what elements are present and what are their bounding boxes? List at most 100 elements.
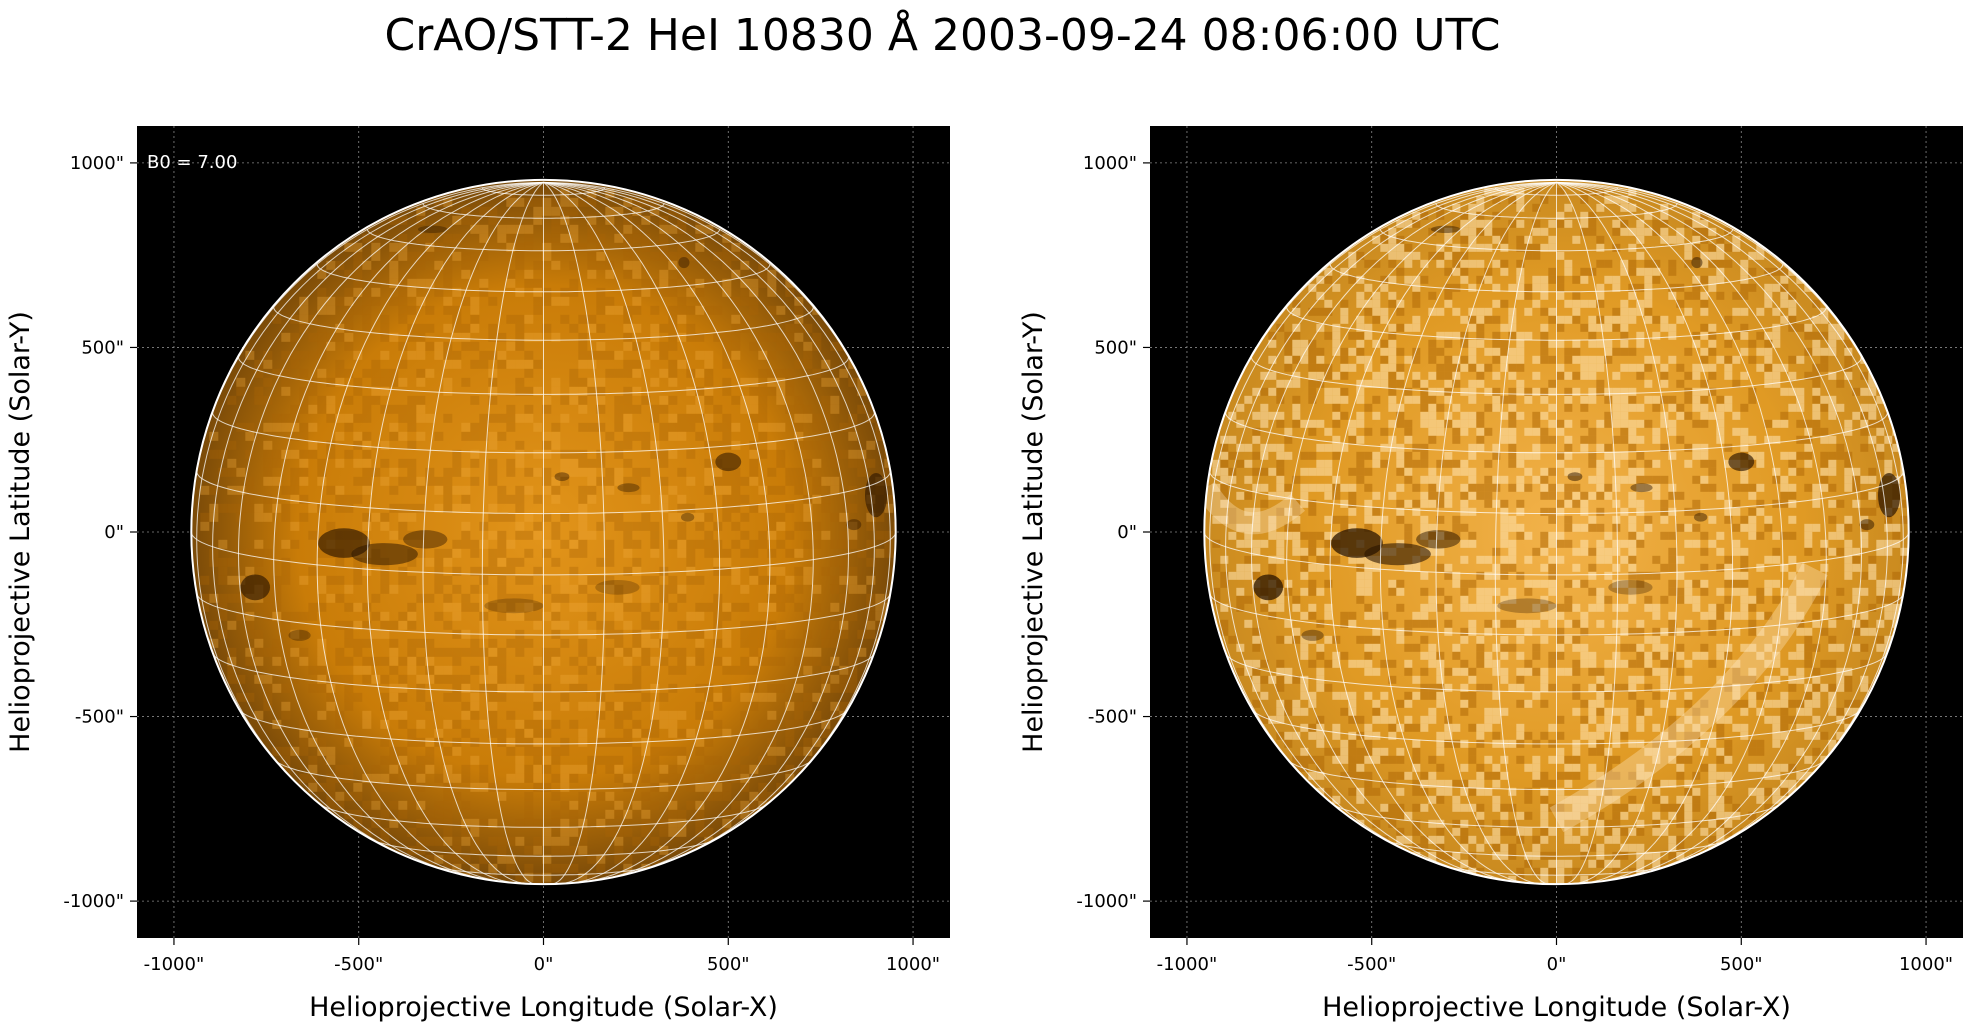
meridian-line (1435, 181, 1557, 885)
heliographic-grid (190, 181, 897, 885)
y-tick-label: -1000" (1076, 891, 1137, 912)
meridian-line (366, 181, 544, 884)
dark-feature (865, 472, 888, 518)
parallel-line (1494, 187, 1619, 196)
dark-feature (1608, 579, 1653, 595)
y-tick-label: 0" (1117, 522, 1137, 543)
dark-feature (678, 257, 690, 269)
dark-feature (1430, 225, 1461, 234)
meridian-line (543, 182, 606, 885)
meridian-line (1556, 181, 1784, 883)
parallel-line (239, 710, 848, 745)
parallel-line (1286, 307, 1827, 341)
dark-feature (417, 225, 448, 234)
x-tick-label: -1000" (144, 954, 205, 975)
dark-feature (595, 579, 640, 595)
solar-limb (190, 178, 897, 886)
parallel-line (190, 531, 897, 576)
x-tick-label: 0" (1547, 954, 1567, 975)
dark-feature (1878, 472, 1901, 518)
dark-feature (1567, 472, 1583, 482)
x-tick-label: 1000" (1899, 954, 1953, 975)
parallel-line (430, 865, 657, 876)
dark-feature (554, 472, 570, 482)
dark-feature (1416, 530, 1461, 549)
left-solar-image-panel: B0 = 7.00 (137, 126, 950, 938)
y-axis-label: Helioprojective Latitude (Solar-Y) (5, 311, 36, 753)
parallel-line (1287, 759, 1826, 791)
right-solar-disk (1150, 126, 1963, 938)
x-tick-label: -500" (1347, 954, 1396, 975)
heliographic-grid (1203, 181, 1910, 885)
meridian-line (1556, 182, 1619, 885)
parallel-line (1251, 357, 1862, 395)
dark-feature (617, 483, 640, 493)
meridian-line (1379, 181, 1557, 884)
figure-title: CrAO/STT-2 HeI 10830 Å 2003-09-24 08:06:… (384, 10, 1501, 61)
x-tick-label: 500" (707, 954, 750, 975)
y-tick-label: 500" (1094, 337, 1137, 358)
parallel-line (320, 804, 767, 828)
parallel-line (1385, 839, 1728, 857)
meridian-line (1556, 181, 1734, 884)
dark-feature (1301, 629, 1324, 641)
y-tick-label: 500" (81, 337, 124, 358)
dark-feature (484, 598, 544, 614)
solar-limb (1203, 178, 1910, 886)
meridian-line (1494, 182, 1557, 885)
parallel-line (481, 187, 606, 196)
b0-annotation: B0 = 7.00 (147, 152, 238, 173)
left-solar-disk (137, 126, 950, 938)
dark-feature (715, 452, 742, 472)
meridian-line (481, 182, 544, 885)
y-tick-label: -1000" (63, 891, 124, 912)
meridian-line (422, 181, 544, 885)
dark-feature (1253, 574, 1284, 601)
parallel-line (1203, 531, 1910, 576)
x-tick-label: -500" (334, 954, 383, 975)
parallel-line (274, 759, 813, 791)
x-tick-label: -1000" (1157, 954, 1218, 975)
meridian-line (1556, 181, 1863, 877)
x-axis-label: Helioprojective Longitude (Solar-X) (309, 992, 778, 1023)
dark-feature (288, 629, 311, 641)
parallel-line (1443, 865, 1670, 876)
parallel-line (212, 654, 875, 693)
meridian-line (543, 181, 721, 884)
meridian-line (543, 181, 665, 885)
parallel-line (1252, 710, 1861, 745)
right-solar-image-panel (1150, 126, 1963, 938)
parallel-line (238, 357, 849, 395)
parallel-line (273, 307, 814, 341)
meridian-line (316, 181, 544, 883)
dark-feature (1728, 452, 1755, 472)
dark-feature (240, 574, 271, 601)
parallel-line (316, 264, 771, 293)
meridian-line (1250, 181, 1557, 877)
meridian-line (237, 181, 544, 877)
x-tick-label: 1000" (886, 954, 940, 975)
dark-feature (403, 530, 448, 549)
parallel-line (1209, 594, 1904, 636)
parallel-line (1209, 471, 1904, 515)
parallel-line (1225, 654, 1888, 693)
dark-feature (1859, 519, 1875, 531)
meridian-line (543, 181, 850, 877)
parallel-line (1329, 264, 1784, 293)
parallel-line (372, 839, 715, 857)
meridian-line (543, 181, 771, 883)
parallel-line (196, 471, 891, 515)
x-tick-label: 500" (1720, 954, 1763, 975)
y-tick-label: 1000" (1083, 153, 1137, 174)
parallel-line (422, 203, 665, 219)
x-tick-label: 0" (534, 954, 554, 975)
y-tick-label: 1000" (70, 153, 124, 174)
parallel-line (212, 412, 875, 454)
meridian-line (1556, 181, 1678, 885)
dark-feature (1630, 483, 1653, 493)
dark-feature (1693, 512, 1708, 522)
parallel-line (1379, 229, 1734, 252)
parallel-line (366, 229, 721, 252)
dark-feature (1691, 257, 1703, 269)
y-tick-label: -500" (75, 707, 124, 728)
